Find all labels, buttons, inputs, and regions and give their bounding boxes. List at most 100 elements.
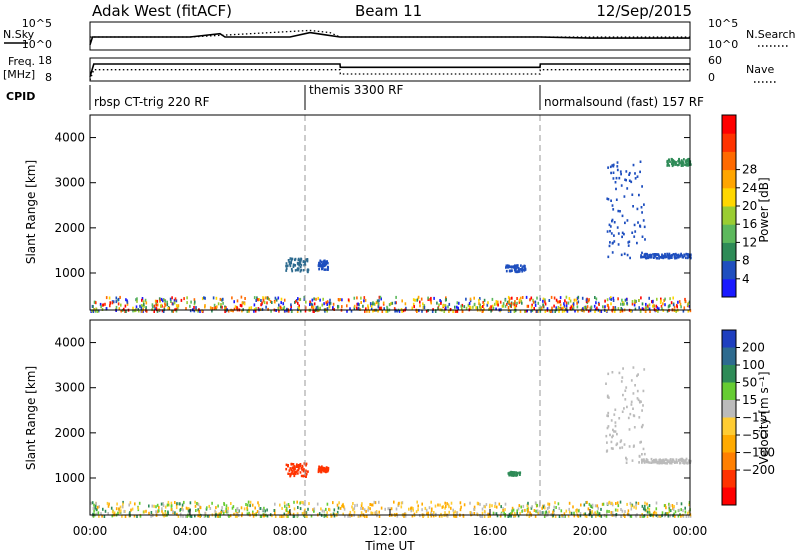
velocity-ground-point: [653, 510, 656, 514]
power-ground-point: [680, 305, 682, 309]
nave-label: Nave: [746, 63, 774, 76]
velocity-ground-point: [336, 510, 339, 514]
power-cluster-2-point: [508, 265, 510, 269]
power-ground-point: [304, 309, 307, 313]
velocity-ground-point: [614, 508, 617, 512]
power-ground-point: [274, 300, 276, 304]
power-cluster-5-point: [666, 159, 669, 163]
velocity-cluster-0-point: [291, 467, 294, 470]
power-cluster-4-point: [654, 255, 657, 258]
velocity-ground-point: [95, 508, 98, 512]
velocity-ground-point: [537, 511, 540, 515]
velocity-cluster-3-point: [619, 446, 621, 450]
power-cluster-0-point: [303, 263, 306, 267]
velocity-ground-point: [401, 501, 404, 505]
velocity-cluster-3-point: [641, 453, 643, 456]
power-cluster-3-point: [631, 231, 634, 234]
power-ground-point: [159, 298, 162, 302]
velocity-ground-point: [231, 506, 234, 510]
power-ground-point: [619, 310, 622, 313]
power-ground-point: [447, 305, 449, 309]
power-ground-point: [683, 306, 686, 310]
power-cluster-4-point: [677, 253, 680, 257]
power-ground-point: [347, 298, 350, 302]
power-ground-point: [303, 298, 306, 301]
velocity-ground-point: [172, 510, 174, 514]
velocity-ground-point: [293, 500, 295, 504]
power-cluster-3-point: [610, 199, 612, 202]
power-ground-point: [634, 307, 637, 311]
power-cluster-1-point: [322, 261, 325, 265]
power-ground-point: [550, 295, 553, 299]
power-ground-point: [422, 306, 424, 309]
noise-panel-frame: [89, 21, 691, 51]
velocity-ground-point: [148, 511, 150, 515]
velocity-ground-point: [249, 504, 251, 508]
velocity-ground-point: [491, 504, 493, 508]
velocity-ground-point: [504, 502, 507, 506]
power-ground-point: [514, 309, 517, 313]
power-ground-point: [653, 304, 655, 308]
power-ground-point: [193, 306, 195, 309]
velocity-cluster-3-point: [630, 400, 633, 404]
power-ground-point: [526, 304, 529, 308]
power-cluster-5-point: [676, 163, 679, 167]
velocity-ground-point: [511, 512, 513, 516]
velocity-cluster-4-point: [666, 459, 669, 463]
power-cluster-4-point: [643, 253, 646, 256]
velocity-ground-point: [96, 505, 99, 509]
velocity-ground-point: [230, 502, 232, 505]
velocity-ground-point: [373, 500, 376, 504]
power-ground-point: [525, 295, 528, 299]
velocity-ground-point: [446, 514, 449, 518]
power-ground-point: [254, 309, 257, 313]
power-ground-point: [391, 301, 394, 305]
velocity-ground-point: [280, 515, 283, 518]
power-cluster-0-point: [299, 270, 302, 273]
power-ground-point: [332, 306, 334, 310]
velocity-ground-point: [151, 514, 154, 518]
velocity-cluster-3-point: [630, 403, 633, 406]
power-cluster-0-point: [294, 258, 296, 262]
velocity-ground-point: [117, 511, 119, 515]
power-ground-point: [642, 307, 645, 311]
velocity-ground-point: [214, 514, 217, 518]
power-ground-point: [126, 300, 129, 304]
power-ground-point: [266, 296, 269, 300]
power-cluster-3-point: [609, 229, 611, 233]
velocity-cluster-4-point: [659, 458, 661, 461]
power-ground-point: [367, 306, 370, 310]
velocity-cluster-2-point: [519, 471, 522, 474]
power-ground-point: [126, 302, 129, 306]
power-cluster-4-point: [655, 253, 657, 256]
velocity-ground-point: [332, 512, 335, 516]
power-ground-point: [588, 298, 590, 302]
power-ground-point: [120, 303, 122, 307]
power-ground-point: [358, 303, 360, 307]
velocity-ground-point: [145, 509, 147, 513]
velocity-ground-point: [292, 515, 295, 518]
velocity-cluster-3-point: [637, 398, 640, 402]
power-ground-point: [585, 300, 588, 303]
power-ground-point: [469, 297, 472, 301]
velocity-colorbar-segment: [722, 382, 736, 401]
velocity-ground-point: [647, 506, 649, 510]
power-ground-point: [582, 307, 584, 311]
power-scatter: [90, 157, 692, 313]
velocity-ground-point: [187, 509, 190, 513]
power-ground-point: [516, 297, 518, 300]
velocity-ground-point: [544, 511, 547, 515]
power-cluster-5-point: [668, 158, 670, 162]
power-cluster-2-point: [522, 265, 524, 268]
velocity-ground-point: [160, 502, 163, 506]
power-colorbar-tick-label: 8: [742, 254, 750, 268]
power-ground-point: [322, 297, 324, 301]
power-ground-point: [346, 309, 348, 313]
power-ground-point: [222, 297, 224, 301]
velocity-ground-point: [224, 510, 227, 513]
velocity-ground-point: [624, 515, 626, 518]
velocity-ground-point: [194, 500, 196, 504]
power-cluster-1-point: [324, 268, 327, 271]
power-ground-point: [115, 300, 118, 304]
